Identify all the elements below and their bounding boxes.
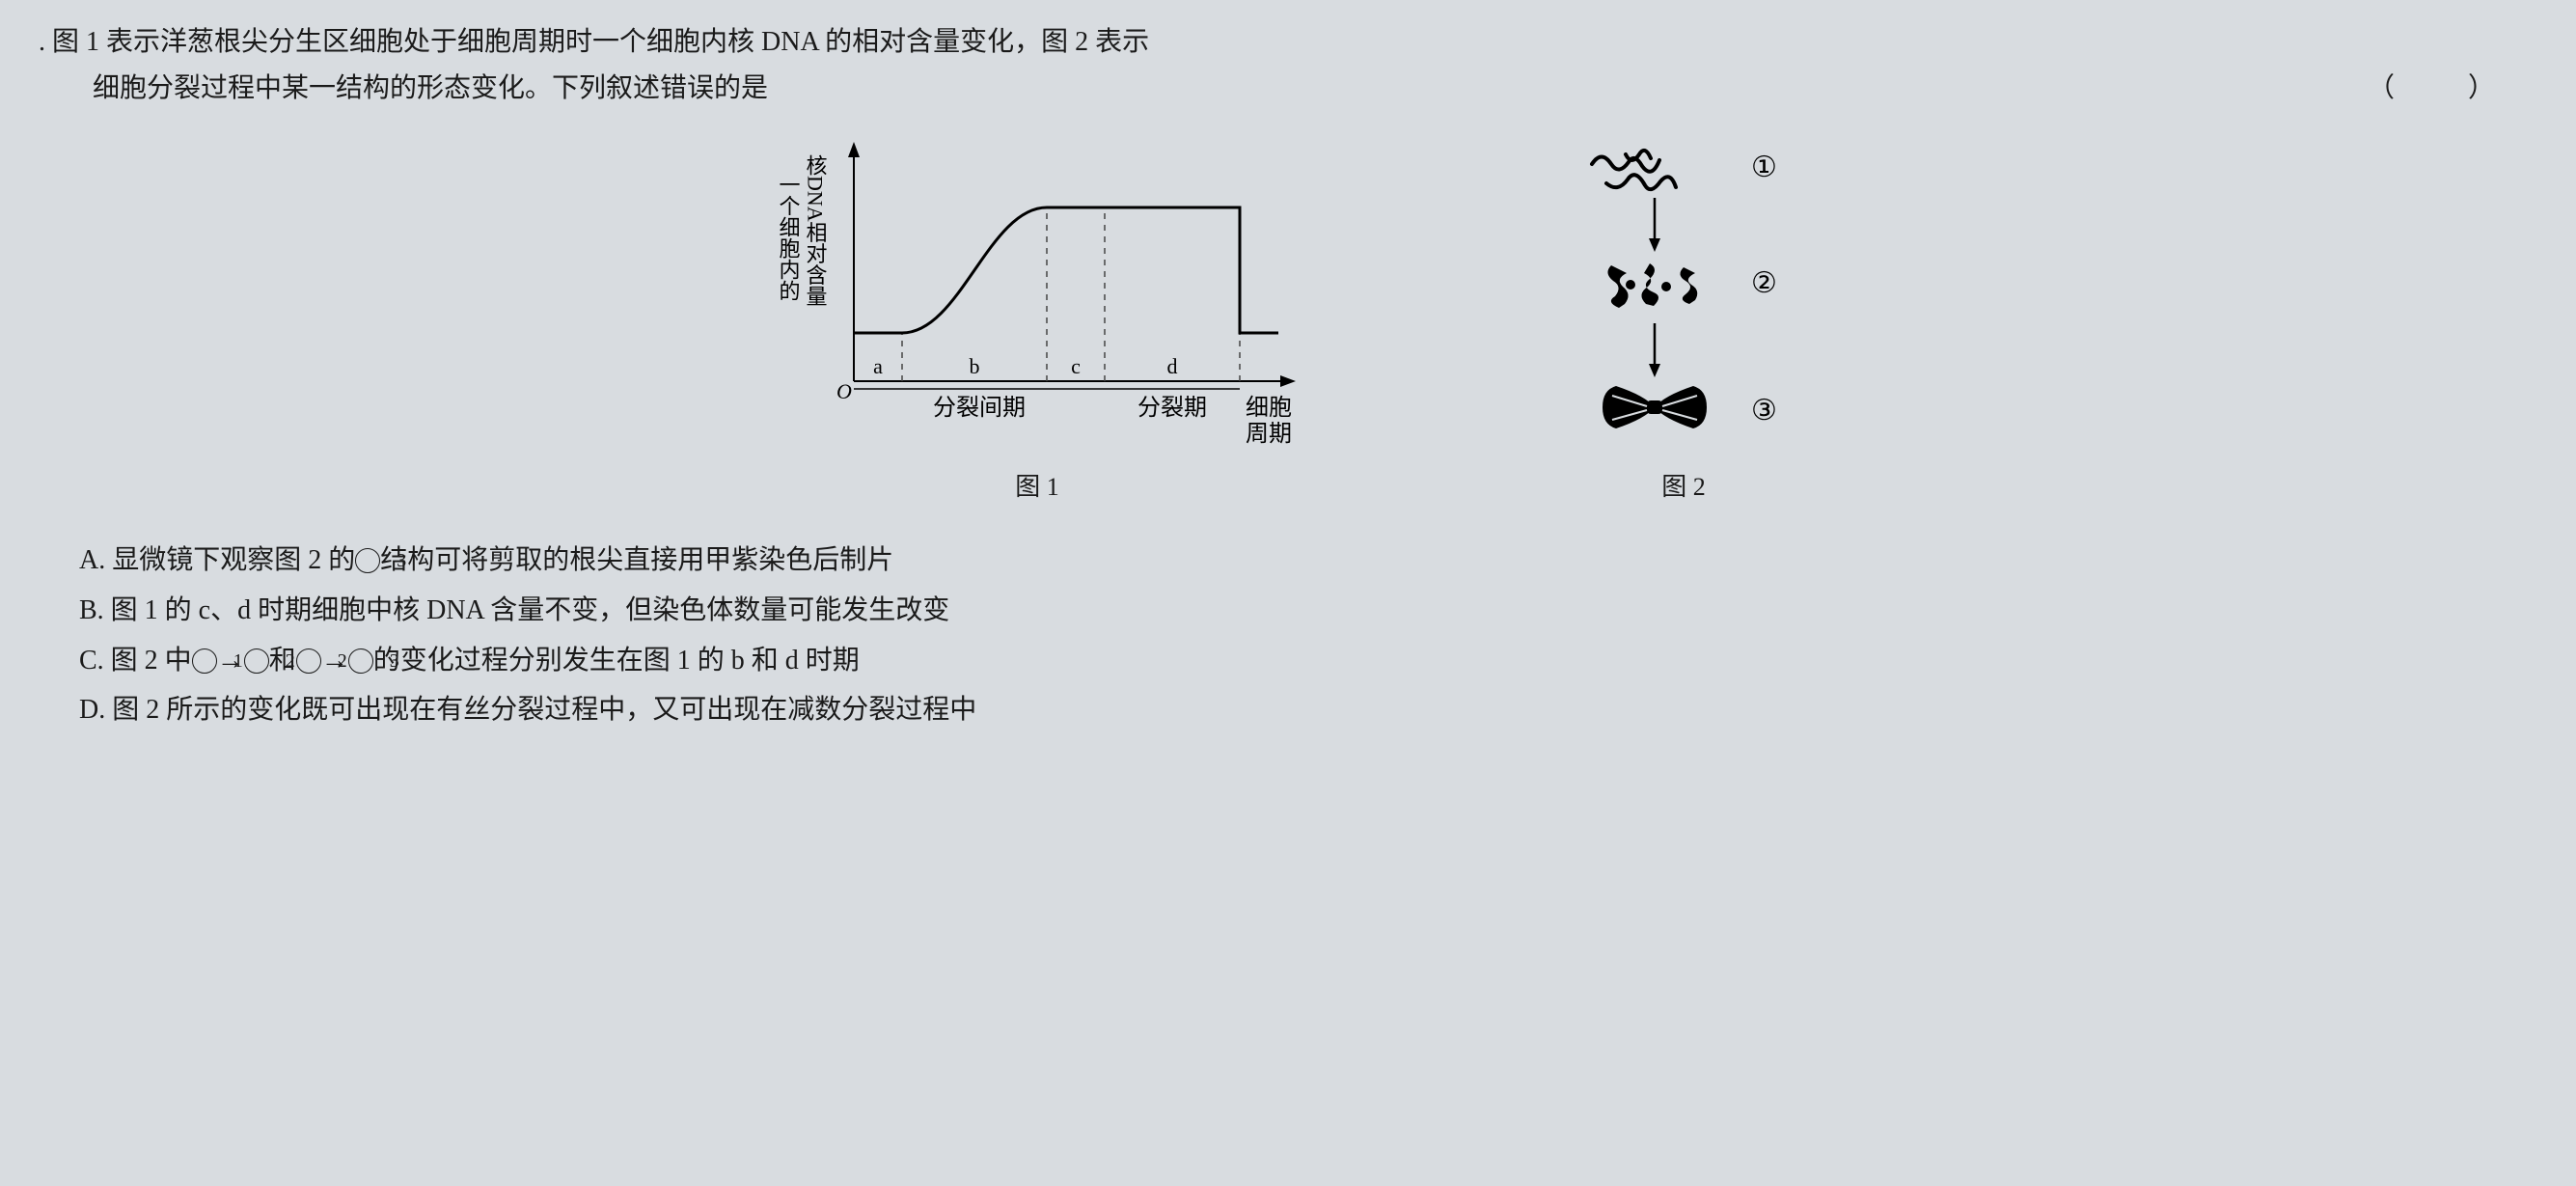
option-b: B. 图 1 的 c、d 时期细胞中核 DNA 含量不变，但染色体数量可能发生改… [39,588,2537,634]
arrow-1-2-icon [1649,198,1660,252]
x-axis-arrow-icon [1280,375,1296,387]
option-a-circ-3: 3 [355,548,380,573]
x-label-cycle-1: 细胞 [1246,395,1292,421]
option-a-pre: A. 显微镜下观察图 2 的 [79,545,355,575]
stem-line-1: . 图 1 表示洋葱根尖分生区细胞处于细胞周期时一个细胞内核 DNA 的相对含量… [39,19,2537,66]
state-1-label: ① [1751,152,1777,183]
stem-line-2-text: 细胞分裂过程中某一结构的形态变化。下列叙述错误的是 [93,73,768,103]
y-axis-arrow-icon [848,142,860,157]
dna-curve [854,207,1278,333]
option-a: A. 显微镜下观察图 2 的3结构可将剪取的根尖直接用甲紫染色后制片 [39,538,2537,584]
stem-line-2: 细胞分裂过程中某一结构的形态变化。下列叙述错误的是 （ ） [39,66,2537,112]
figure-1-caption: 图 1 [1015,466,1059,509]
option-c-circ-1: 1 [192,648,217,674]
x-label-interphase: 分裂间期 [933,395,1026,421]
state-2-label: ② [1751,267,1777,299]
option-c-circ-2b: 2 [296,648,321,674]
state-3-chromosome [1603,386,1707,428]
question-stem: . 图 1 表示洋葱根尖分生区细胞处于细胞周期时一个细胞内核 DNA 的相对含量… [39,19,2537,111]
phase-d: d [1167,354,1178,378]
phase-a: a [873,354,883,378]
y-label-col1: 一个细胞内的 [777,174,801,301]
origin-label: O [836,379,852,403]
option-c-circ-2: 2 [244,648,269,674]
option-a-post: 结构可将剪取的根尖直接用甲紫染色后制片 [380,545,893,575]
phase-c: c [1071,354,1081,378]
x-label-mphase: 分裂期 [1137,395,1207,421]
option-c-mid3: → [321,646,348,676]
option-d: D. 图 2 所示的变化既可出现在有丝分裂过程中，又可出现在减数分裂过程中 [39,687,2537,733]
state-1-chromatin [1592,151,1676,189]
option-c-mid2: 和 [269,646,296,676]
option-c-mid1: → [217,646,244,676]
figure-2: ① ② [1558,130,1809,509]
figures-row: 一个细胞内的 核DNA相对含量 O [39,130,2537,509]
figure-1: 一个细胞内的 核DNA相对含量 O [767,130,1307,509]
chromatin-states-diagram: ① ② [1558,130,1809,458]
state-2-condensing [1607,263,1697,308]
option-c-post: 的变化过程分别发生在图 1 的 b 和 d 时期 [373,646,860,676]
arrow-2-3-icon [1649,323,1660,377]
answer-paren: （ ） [2314,66,2518,112]
x-label-cycle-2: 周期 [1246,422,1292,447]
option-c-circ-3: 3 [348,648,373,674]
options-list: A. 显微镜下观察图 2 的3结构可将剪取的根尖直接用甲紫染色后制片 B. 图 … [39,538,2537,732]
state-3-label: ③ [1751,395,1777,427]
y-label-col2: 核DNA相对含量 [804,154,828,307]
dna-content-chart: 一个细胞内的 核DNA相对含量 O [767,130,1307,458]
phase-b: b [970,354,980,378]
figure-2-caption: 图 2 [1661,466,1706,509]
option-c: C. 图 2 中1→2和2→3的变化过程分别发生在图 1 的 b 和 d 时期 [39,638,2537,684]
option-c-pre: C. 图 2 中 [79,646,192,676]
